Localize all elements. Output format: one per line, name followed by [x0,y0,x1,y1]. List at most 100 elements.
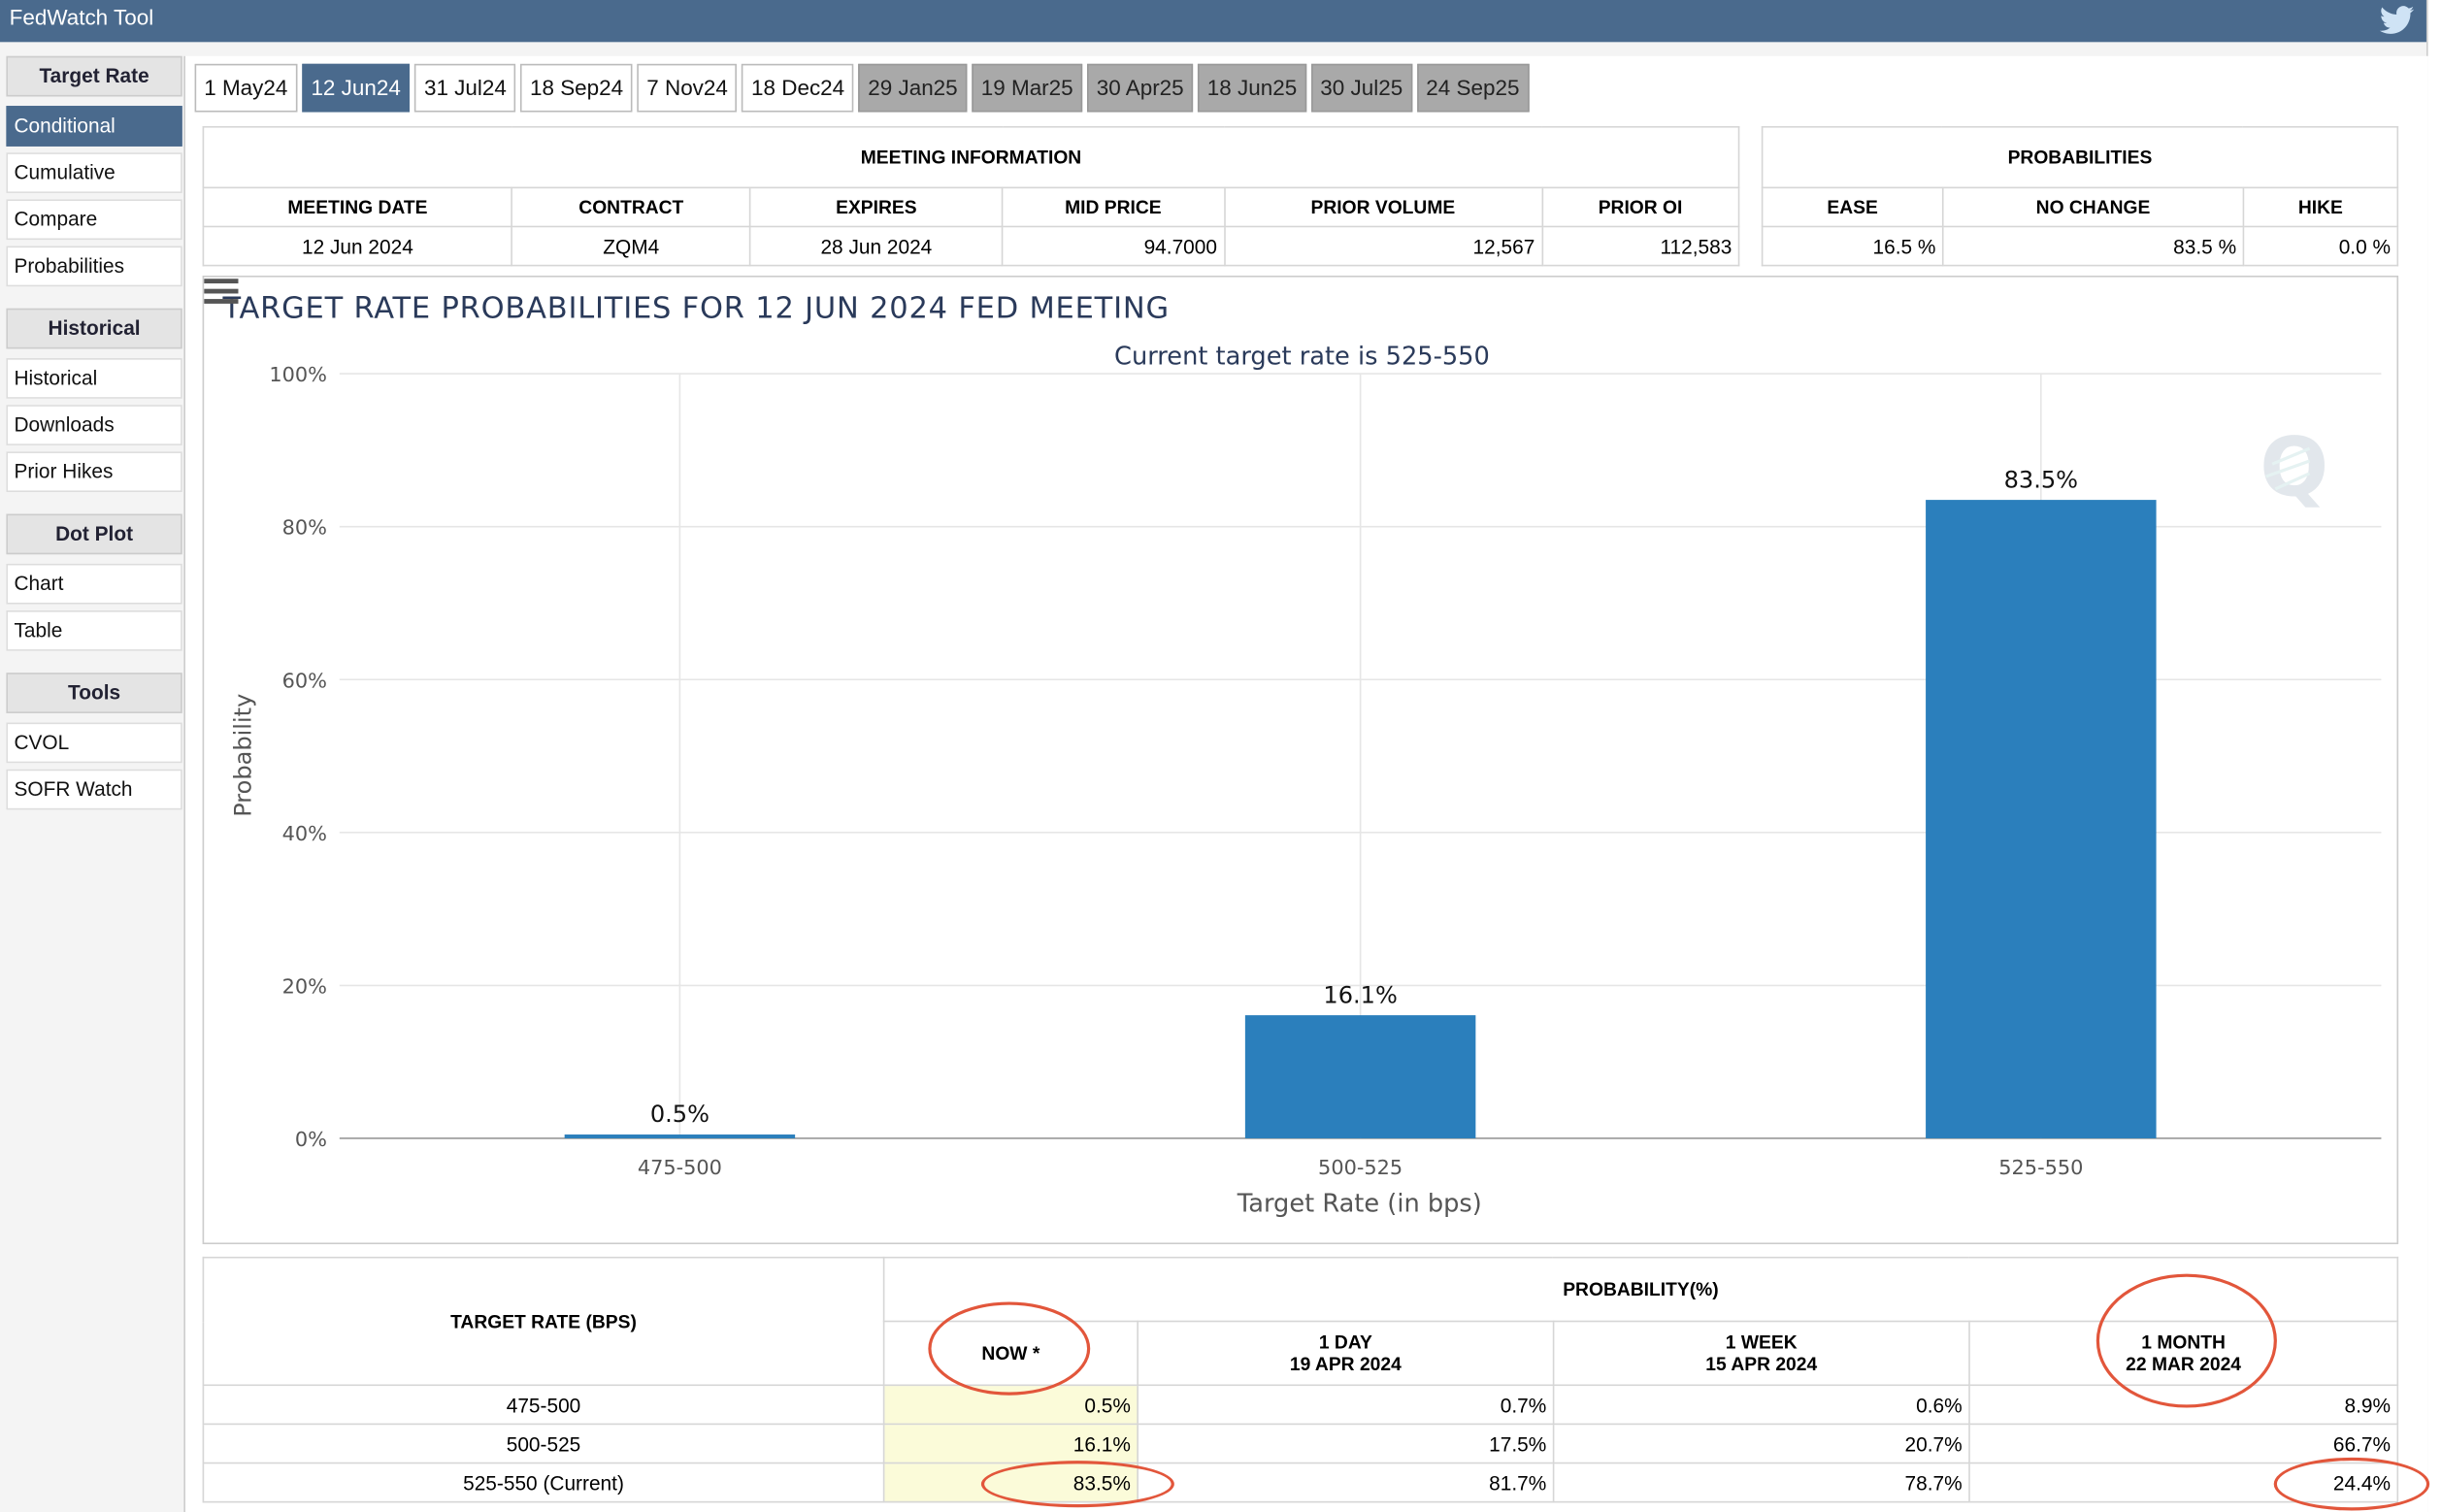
bars: 0.5% 475-500 16.1% 500-525 83.5% 525-550 [564,466,2157,1179]
annotation-circle-1-month-value [2273,1457,2430,1511]
bar-500-525[interactable] [1244,1015,1476,1138]
x-axis-label: Target Rate (in bps) [1237,1189,1482,1218]
tab-31-jul24[interactable]: 31 Jul24 [414,63,516,113]
tab-30-jul25[interactable]: 30 Jul25 [1310,63,1412,113]
tab-24-sep25[interactable]: 24 Sep25 [1416,63,1530,113]
tab-29-jan25[interactable]: 29 Jan25 [858,63,968,113]
row-1-week-value: 20.7% [1552,1423,1970,1464]
sidebar-item-conditional[interactable]: Conditional [6,106,182,147]
tab-7-nov24[interactable]: 7 Nov24 [637,63,738,113]
y-tick-label: 40% [282,822,327,845]
sidebar-item-table[interactable]: Table [6,610,182,651]
tab-30-apr25[interactable]: 30 Apr25 [1087,63,1194,113]
data-label: 16.1% [1323,981,1397,1008]
col-1-day-date: 19 APR 2024 [1289,1353,1402,1375]
sidebar-head-tools: Tools [6,673,182,713]
bar-525-550[interactable] [1926,500,2157,1138]
hike-value: 0.0 % [2242,225,2399,267]
col-meeting-date: MEETING DATE [202,186,513,228]
twitter-icon[interactable] [2379,5,2415,36]
meeting-date-value: 12 Jun 2024 [202,225,513,267]
probability-table: TARGET RATE (BPS) PROBABILITY(%) NOW * 1… [202,1256,2399,1503]
x-tick-label: 500-525 [1318,1156,1402,1179]
col-hike: HIKE [2242,186,2399,228]
col-ease: EASE [1761,186,1944,228]
sidebar-item-historical[interactable]: Historical [6,358,182,399]
col-1-day: 1 DAY 19 APR 2024 [1137,1320,1555,1387]
row-1-month-value: 66.7% [1968,1423,2399,1464]
row-now-value: 0.5% [882,1384,1138,1426]
contract-value: ZQM4 [511,225,751,267]
prior-volume-value: 12,567 [1223,225,1543,267]
bar-475-500[interactable] [564,1134,796,1138]
col-1-day-label: 1 DAY [1318,1331,1372,1354]
chart-container: TARGET RATE PROBABILITIES FOR 12 JUN 202… [202,276,2399,1245]
sidebar-item-sofr-watch[interactable]: SOFR Watch [6,769,182,810]
sidebar-head-target-rate: Target Rate [6,55,182,97]
y-tick-label: 20% [282,974,327,998]
sidebar-item-probabilities[interactable]: Probabilities [6,246,182,287]
col-prior-oi: PRIOR OI [1540,186,1740,228]
tab-12-jun24[interactable]: 12 Jun24 [301,63,411,113]
sidebar: Target Rate Conditional Cumulative Compa… [6,55,182,816]
prior-oi-value: 112,583 [1540,225,1740,267]
col-no-change: NO CHANGE [1941,186,2245,228]
y-tick-label: 80% [282,516,327,540]
sidebar-item-chart[interactable]: Chart [6,563,182,605]
col-mid-price: MID PRICE [1001,186,1226,228]
no-change-value: 83.5 % [1941,225,2245,267]
ease-value: 16.5 % [1761,225,1944,267]
chart-subtitle: Current target rate is 525-550 [1114,342,1490,371]
row-now-value: 16.1% [882,1423,1138,1464]
sidebar-item-cumulative[interactable]: Cumulative [6,152,182,193]
annotation-circle-now [928,1301,1091,1396]
meeting-tabs: 1 May24 12 Jun24 31 Jul24 18 Sep24 7 Nov… [194,63,1534,113]
watermark-logo: Q [2260,420,2328,514]
col-target-rate: TARGET RATE (BPS) [202,1256,885,1387]
meeting-info-header: MEETING INFORMATION [202,125,1740,189]
col-prior-volume: PRIOR VOLUME [1223,186,1543,228]
tab-18-jun25[interactable]: 18 Jun25 [1198,63,1306,113]
data-label: 0.5% [650,1101,710,1128]
sidebar-item-compare[interactable]: Compare [6,199,182,241]
tab-1-may24[interactable]: 1 May24 [194,63,298,113]
mid-price-value: 94.7000 [1001,225,1226,267]
svg-text:Q: Q [2260,420,2328,514]
table-row: 475-500 0.5% 0.7% 0.6% 8.9% [202,1384,2399,1426]
y-tick-label: 100% [269,363,327,386]
sidebar-item-prior-hikes[interactable]: Prior Hikes [6,451,182,493]
row-1-week-value: 78.7% [1552,1462,1970,1503]
sidebar-item-cvol[interactable]: CVOL [6,722,182,764]
annotation-circle-1-month [2096,1273,2277,1408]
scrollbar-track[interactable] [2426,0,2442,1512]
col-expires: EXPIRES [749,186,1004,228]
tab-18-sep24[interactable]: 18 Sep24 [520,63,633,113]
sidebar-item-downloads[interactable]: Downloads [6,405,182,445]
top-bar: FedWatch Tool [0,0,2430,43]
table-row: 525-550 (Current) 83.5% 81.7% 78.7% 24.4… [202,1462,2399,1503]
row-1-week-value: 0.6% [1552,1384,1970,1426]
col-contract: CONTRACT [511,186,751,228]
table-row: 500-525 16.1% 17.5% 20.7% 66.7% [202,1423,2399,1464]
col-1-week-label: 1 WEEK [1725,1331,1798,1354]
menu-icon[interactable] [204,278,239,306]
sidebar-head-dot-plot: Dot Plot [6,513,182,555]
x-tick-label: 475-500 [638,1156,722,1179]
y-axis-label: Probability [229,694,256,817]
tab-18-dec24[interactable]: 18 Dec24 [742,63,854,113]
tab-19-mar25[interactable]: 19 Mar25 [972,63,1083,113]
y-tick-label: 0% [295,1128,327,1151]
app-title: FedWatch Tool [9,4,154,30]
col-1-week-date: 15 APR 2024 [1705,1353,1818,1375]
row-rate: 525-550 (Current) [202,1462,885,1503]
probability-bar-chart: TARGET RATE PROBABILITIES FOR 12 JUN 202… [221,291,2382,1218]
row-rate: 475-500 [202,1384,885,1426]
chart-title: TARGET RATE PROBABILITIES FOR 12 JUN 202… [221,291,1169,325]
y-tick-label: 60% [282,669,327,692]
row-1-day-value: 0.7% [1137,1384,1555,1426]
probabilities-header: PROBABILITIES [1761,125,2399,189]
sidebar-head-historical: Historical [6,308,182,349]
annotation-circle-now-value [980,1461,1174,1508]
expires-value: 28 Jun 2024 [749,225,1004,267]
x-tick-label: 525-550 [1998,1156,2083,1179]
